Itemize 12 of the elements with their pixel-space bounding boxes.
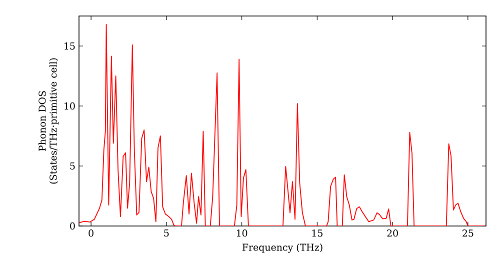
x-tick-label: 0: [88, 230, 94, 237]
x-tick-label: 15: [312, 230, 322, 237]
y-tick-label: 0: [70, 222, 75, 230]
x-tick-label: 20: [387, 230, 398, 237]
x-tick-label: 25: [462, 230, 474, 237]
y-tick-label: 5: [70, 162, 75, 170]
x-tick-label: 5: [164, 230, 169, 237]
y-axis-title: Phonon DOS (States/THz·primitive cell): [38, 58, 59, 184]
x-tick-label: 10: [236, 230, 248, 237]
x-axis-title: Frequency (THz): [242, 244, 322, 253]
y-tick-label: 15: [64, 42, 75, 50]
y-tick-label: 10: [64, 102, 75, 110]
